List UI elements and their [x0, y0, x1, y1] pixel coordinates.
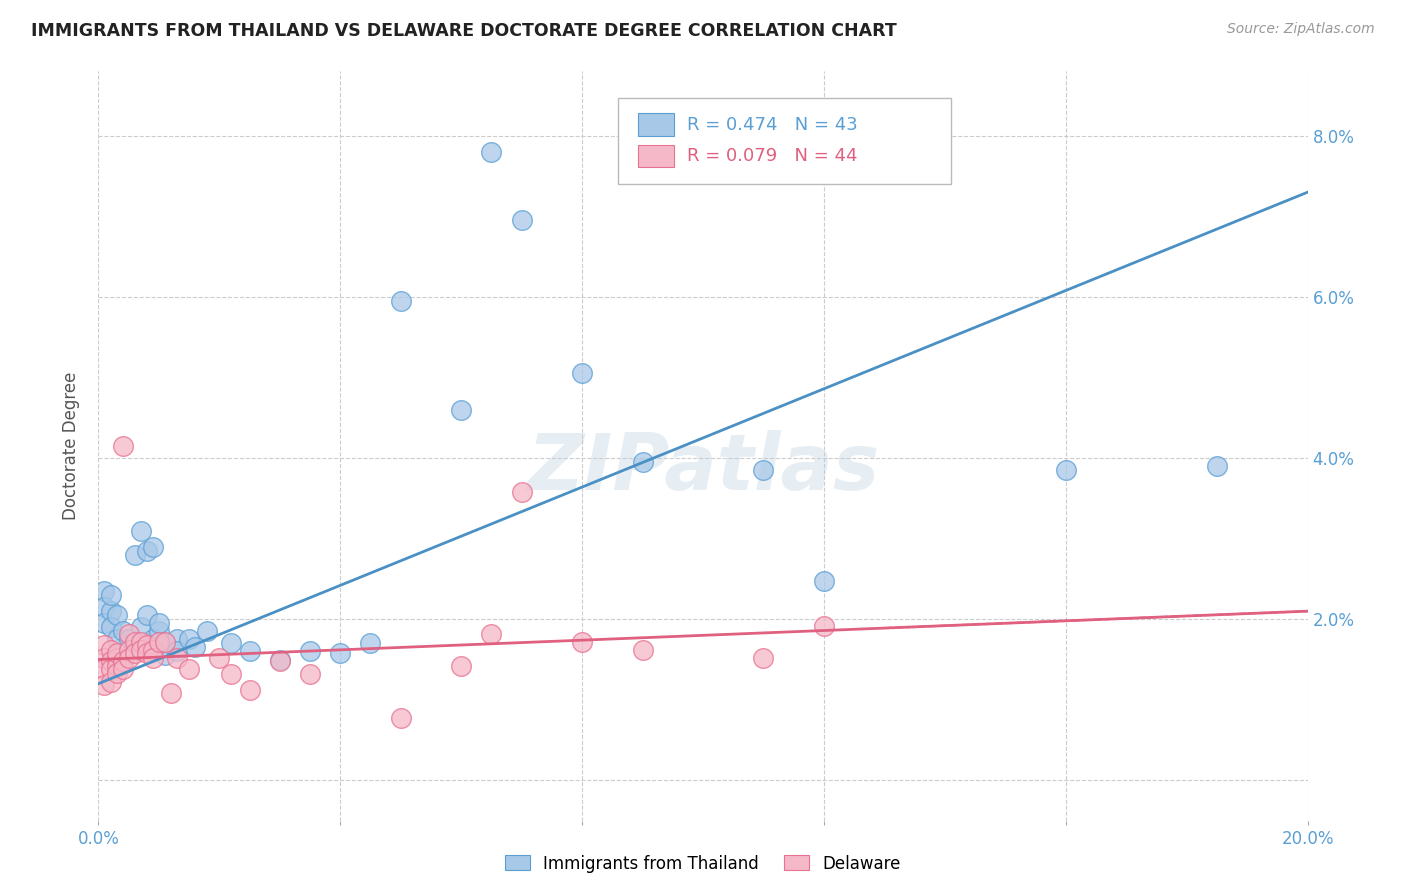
Point: [153, 634, 176, 648]
Point: [111, 439, 134, 453]
Point: [239, 683, 262, 698]
Point: [450, 659, 472, 673]
Point: [752, 463, 775, 477]
Point: [105, 666, 128, 681]
FancyBboxPatch shape: [638, 113, 673, 136]
Point: [118, 644, 141, 658]
Point: [752, 651, 775, 665]
Point: [631, 455, 654, 469]
Point: [510, 213, 533, 227]
Point: [142, 643, 165, 657]
Point: [135, 543, 157, 558]
Point: [148, 616, 170, 631]
Point: [631, 643, 654, 657]
Point: [269, 652, 291, 666]
Point: [450, 402, 472, 417]
Point: [510, 484, 533, 499]
Point: [329, 646, 352, 660]
Point: [118, 651, 141, 665]
Point: [208, 651, 231, 665]
Point: [269, 654, 291, 668]
Point: [105, 632, 128, 647]
FancyBboxPatch shape: [638, 145, 673, 168]
Point: [179, 632, 201, 647]
Point: [1054, 463, 1077, 477]
Point: [148, 634, 170, 648]
Point: [100, 654, 122, 668]
Point: [129, 634, 152, 648]
Point: [118, 632, 141, 647]
Point: [124, 634, 146, 648]
Point: [111, 662, 134, 676]
Point: [299, 667, 322, 681]
Point: [105, 646, 128, 660]
Point: [142, 632, 165, 647]
Point: [129, 643, 152, 657]
Point: [1206, 459, 1229, 474]
Y-axis label: Doctorate Degree: Doctorate Degree: [62, 372, 80, 520]
Point: [93, 616, 115, 631]
Point: [105, 608, 128, 623]
Point: [166, 644, 188, 658]
Point: [93, 600, 115, 615]
Point: [481, 145, 503, 159]
Point: [142, 540, 165, 554]
Point: [100, 662, 122, 676]
Point: [135, 608, 157, 623]
Point: [142, 651, 165, 665]
Point: [129, 620, 152, 634]
Point: [135, 638, 157, 652]
Point: [813, 574, 835, 588]
Point: [100, 643, 122, 657]
Point: [124, 548, 146, 562]
Point: [299, 644, 322, 658]
Point: [93, 638, 115, 652]
Text: R = 0.079   N = 44: R = 0.079 N = 44: [688, 147, 858, 165]
Point: [100, 620, 122, 634]
Point: [105, 651, 128, 665]
Text: IMMIGRANTS FROM THAILAND VS DELAWARE DOCTORATE DEGREE CORRELATION CHART: IMMIGRANTS FROM THAILAND VS DELAWARE DOC…: [31, 22, 897, 40]
Point: [360, 636, 382, 650]
Point: [105, 659, 128, 673]
Text: R = 0.474   N = 43: R = 0.474 N = 43: [688, 116, 858, 134]
Point: [160, 686, 183, 700]
Point: [93, 678, 115, 692]
Point: [195, 624, 218, 639]
Point: [813, 618, 835, 632]
Point: [93, 662, 115, 676]
Point: [221, 636, 243, 650]
Point: [153, 648, 176, 663]
FancyBboxPatch shape: [619, 97, 950, 184]
Point: [221, 667, 243, 681]
Point: [100, 588, 122, 602]
Point: [129, 524, 152, 538]
Point: [118, 626, 141, 640]
Point: [93, 584, 115, 599]
Point: [93, 651, 115, 665]
Point: [481, 626, 503, 640]
Point: [118, 643, 141, 657]
Point: [135, 646, 157, 660]
Point: [111, 654, 134, 668]
Point: [389, 293, 412, 308]
Point: [166, 651, 188, 665]
Point: [166, 632, 188, 647]
Point: [571, 634, 593, 648]
Point: [184, 640, 207, 655]
Text: Source: ZipAtlas.com: Source: ZipAtlas.com: [1227, 22, 1375, 37]
Text: ZIPatlas: ZIPatlas: [527, 431, 879, 507]
Point: [571, 367, 593, 381]
Point: [100, 675, 122, 690]
Point: [389, 710, 412, 724]
Point: [239, 644, 262, 658]
Point: [124, 646, 146, 660]
Point: [111, 624, 134, 639]
Point: [148, 624, 170, 639]
Point: [153, 636, 176, 650]
Point: [100, 604, 122, 618]
Legend: Immigrants from Thailand, Delaware: Immigrants from Thailand, Delaware: [499, 848, 907, 880]
Point: [179, 662, 201, 676]
